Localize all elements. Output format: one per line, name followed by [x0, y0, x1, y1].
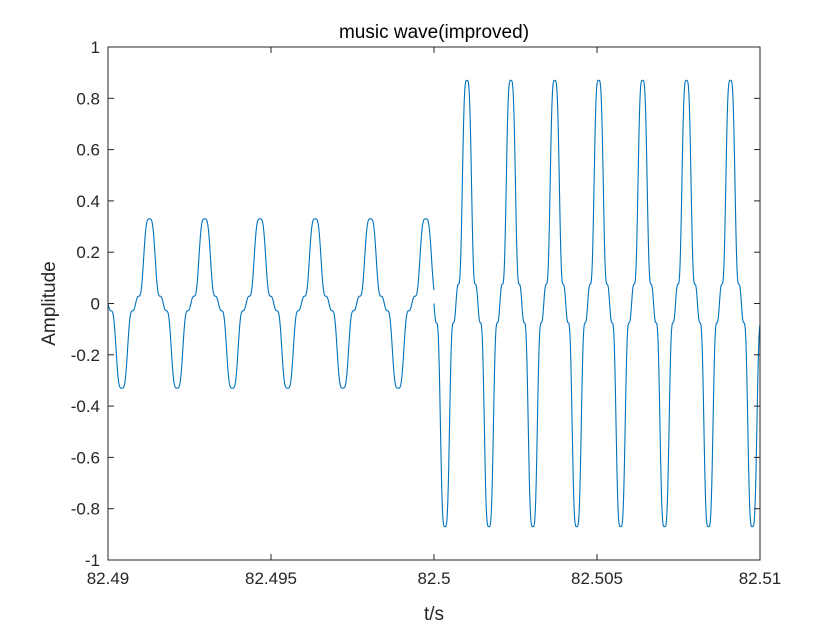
y-tick-label: 1: [91, 38, 100, 57]
x-tick-label: 82.5: [417, 569, 450, 588]
x-tick-label: 82.495: [245, 569, 297, 588]
x-axis-label: t/s: [424, 604, 444, 625]
x-tick-label: 82.51: [739, 569, 782, 588]
y-tick-label: -0.4: [71, 397, 100, 416]
x-axis-ticks: 82.49 82.495 82.5 82.505 82.51: [87, 47, 782, 588]
y-tick-label: -0.2: [71, 346, 100, 365]
y-tick-label: -0.6: [71, 448, 100, 467]
y-tick-label: 0: [91, 295, 100, 314]
x-tick-label: 82.505: [571, 569, 623, 588]
chart-title: music wave(improved): [339, 22, 529, 43]
y-tick-label: 0.4: [76, 192, 100, 211]
y-tick-label: 0.8: [76, 89, 100, 108]
y-tick-label: -0.8: [71, 500, 100, 519]
y-axis-ticks: -1 -0.8 -0.6 -0.4 -0.2 0 0.2 0.4 0.6 0.8 1: [71, 38, 760, 570]
y-tick-label: 0.2: [76, 243, 100, 262]
x-tick-label: 82.49: [87, 569, 130, 588]
wave-series: [107, 79, 761, 528]
y-tick-label: -1: [85, 551, 100, 570]
y-axis-label: Amplitude: [39, 261, 60, 346]
y-tick-label: 0.6: [76, 141, 100, 160]
wave-line-segment: [433, 79, 761, 528]
wave-line-segment: [107, 218, 435, 389]
